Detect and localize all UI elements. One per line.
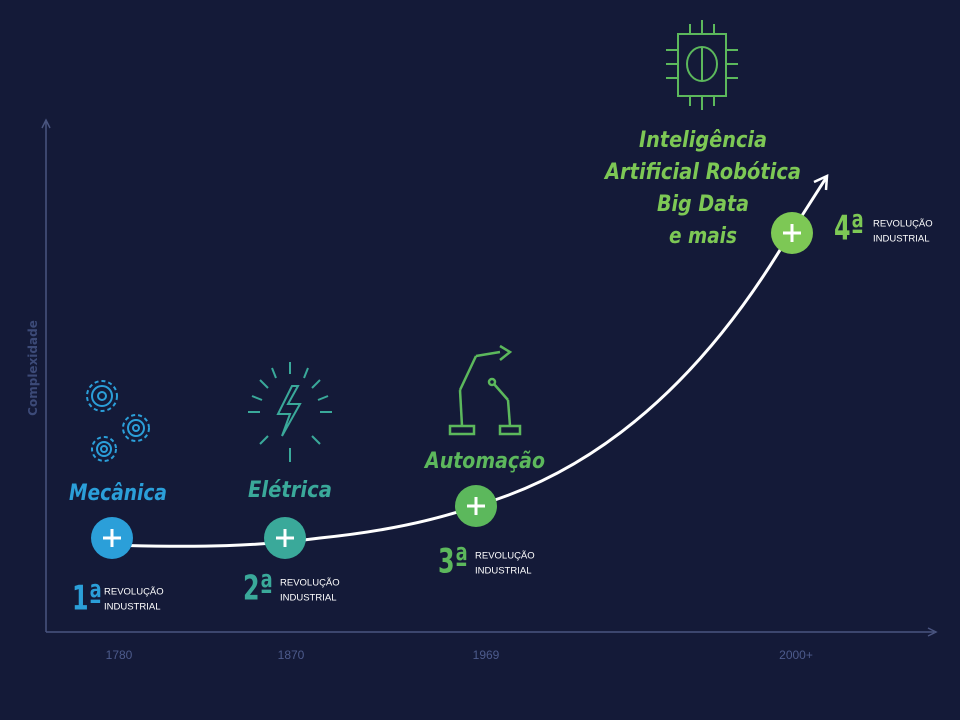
stage-title: Inteligência <box>639 128 767 153</box>
stage-title: e mais <box>669 224 737 249</box>
stage-title: Mecânica <box>69 481 167 506</box>
revolution-label: INDUSTRIAL <box>280 593 336 604</box>
revolution-label: INDUSTRIAL <box>873 234 929 245</box>
revolution-label: REVOLUÇÃO <box>873 219 933 230</box>
ordinal: 4ª <box>834 209 864 249</box>
y-axis-arrow <box>41 118 51 129</box>
ordinal: 1ª <box>72 579 102 619</box>
plus-icon <box>276 529 294 547</box>
revolution-label: INDUSTRIAL <box>475 566 531 577</box>
year-label: 1870 <box>278 648 305 662</box>
robot-arm-icon <box>448 344 522 436</box>
x-axis-arrow <box>927 627 938 637</box>
year-label: 1780 <box>106 648 133 662</box>
stage-title: Big Data <box>657 192 749 217</box>
revolution-label: REVOLUÇÃO <box>104 587 164 598</box>
plus-icon <box>103 529 121 547</box>
stage-title: Artificial Robótica <box>603 160 801 185</box>
plus-icon <box>467 497 485 515</box>
plus-icon <box>783 224 801 242</box>
stage-title: Automação <box>423 449 545 474</box>
year-label: 1969 <box>473 648 500 662</box>
revolution-label: INDUSTRIAL <box>104 602 160 613</box>
revolution-label: REVOLUÇÃO <box>475 551 535 562</box>
electric-icon <box>248 362 332 462</box>
ai-chip-icon <box>666 20 738 110</box>
stage-title: Elétrica <box>248 478 332 503</box>
y-axis-label: Complexidade <box>26 320 40 416</box>
gears-icon <box>86 380 150 462</box>
growth-curve <box>111 177 828 548</box>
revolution-label: REVOLUÇÃO <box>280 578 340 589</box>
curve-arrow <box>813 173 829 191</box>
ordinal: 3ª <box>438 542 468 582</box>
year-label: 2000+ <box>779 648 813 662</box>
ordinal: 2ª <box>243 569 273 609</box>
